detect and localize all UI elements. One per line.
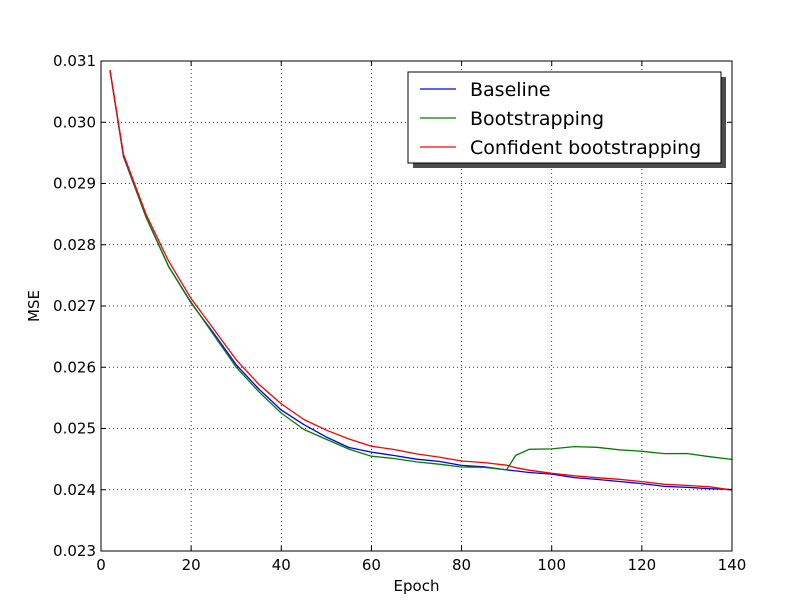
y-tick-label: 0.027 — [53, 297, 96, 315]
x-tick-label: 60 — [362, 556, 381, 574]
legend-label: Confident bootstrapping — [470, 137, 701, 159]
x-tick-label: 120 — [628, 556, 657, 574]
y-tick-label: 0.029 — [53, 175, 96, 193]
x-tick-label: 0 — [96, 556, 106, 574]
legend-box — [407, 71, 722, 164]
y-tick-label: 0.030 — [53, 113, 96, 131]
x-axis-label: Epoch — [394, 577, 440, 595]
x-tick-label: 40 — [272, 556, 291, 574]
y-tick-label: 0.028 — [53, 236, 96, 254]
legend-label: Bootstrapping — [470, 108, 604, 130]
x-tick-label: 20 — [182, 556, 201, 574]
legend-entries: Baseline Bootstrapping Confident bootstrap… — [420, 79, 701, 159]
legend: Baseline Bootstrapping Confident bootstrap… — [407, 71, 726, 168]
x-tick-label: 140 — [718, 556, 747, 574]
y-tick-label: 0.023 — [53, 542, 96, 560]
series-line-bootstrapping — [109, 70, 733, 471]
x-tick-label: 100 — [537, 556, 566, 574]
y-tick-label: 0.024 — [53, 481, 96, 499]
y-axis-label: MSE — [25, 290, 43, 322]
y-tick-label: 0.026 — [53, 358, 96, 376]
ticks — [100, 60, 733, 552]
series-lines — [109, 70, 733, 491]
series-line-baseline — [109, 70, 733, 491]
tick-labels: 0 20 40 60 80 100 120 140 0.023 0.024 0.025 0.026 0.… — [53, 52, 746, 574]
x-tick-label: 80 — [452, 556, 471, 574]
y-tick-label: 0.031 — [53, 52, 96, 70]
legend-label: Baseline — [470, 79, 551, 101]
y-tick-label: 0.025 — [53, 420, 96, 438]
grid — [101, 61, 732, 551]
series-line-confident-bootstrapping — [109, 70, 733, 491]
